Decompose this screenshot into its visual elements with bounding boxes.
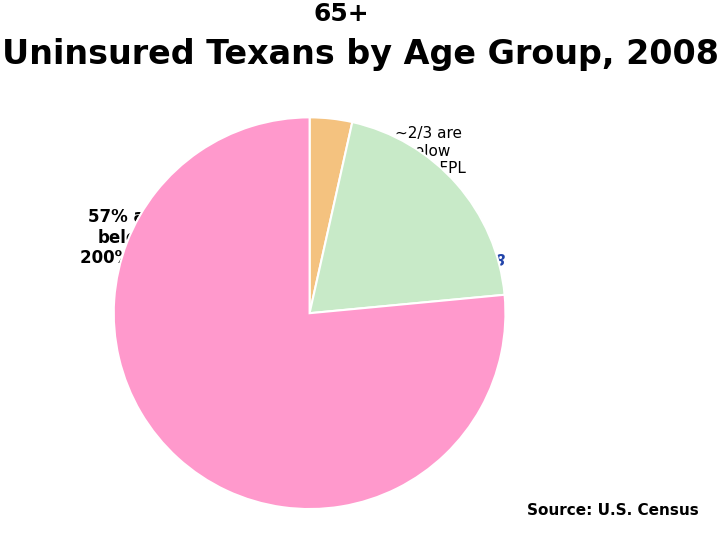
Text: ~2/3 are
below
200% FPL: ~2/3 are below 200% FPL [391, 126, 466, 176]
Text: Uninsured Texans by Age Group, 2008: Uninsured Texans by Age Group, 2008 [1, 38, 719, 71]
Wedge shape [114, 117, 505, 509]
Text: 57% are
below
200% FPL: 57% are below 200% FPL [81, 208, 171, 267]
Wedge shape [310, 117, 352, 313]
Text: 19-64: 19-64 [141, 329, 248, 362]
Text: Rate: 32% of
19-64 are
Uninsured: Rate: 32% of 19-64 are Uninsured [245, 381, 374, 440]
Wedge shape [310, 122, 505, 313]
Text: Source: U.S. Census: Source: U.S. Census [526, 503, 698, 518]
Text: Rate: 20% of 0-18
are uninsured: Rate: 20% of 0-18 are uninsured [351, 254, 505, 286]
Text: 0-18: 0-18 [394, 202, 463, 230]
Text: 65+: 65+ [313, 2, 369, 26]
